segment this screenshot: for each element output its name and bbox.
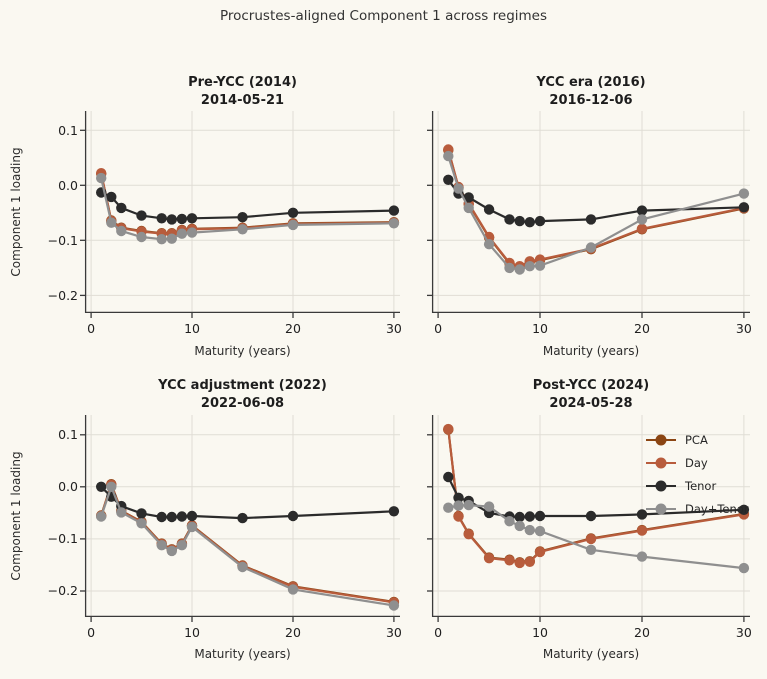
x-tick-label: 20 xyxy=(634,625,650,640)
legend-label: Day xyxy=(685,455,708,470)
legend-marker-day-tenor-icon xyxy=(646,503,676,514)
x-tick-label: 0 xyxy=(87,321,96,336)
legend-label: PCA xyxy=(685,432,708,447)
panel-title-post-ycc: Post-YCC (2024) 2024-05-28 xyxy=(432,377,750,413)
y-tick-label: 0.0 xyxy=(58,479,78,495)
x-tick-label: 30 xyxy=(385,625,402,640)
x-tick-label: 20 xyxy=(285,321,301,336)
y-axis-label-bottom: Component 1 loading xyxy=(9,451,23,581)
x-tick-label: 10 xyxy=(532,625,548,640)
panel-title-line2: 2024-05-28 xyxy=(549,396,633,411)
legend-item-tenor: Tenor xyxy=(644,474,749,497)
panel-title-line1: Post-YCC (2024) xyxy=(532,378,650,393)
x-axis-label: Maturity (years) xyxy=(542,647,640,661)
legend: PCA Day Tenor Day+Tenor xyxy=(644,428,749,520)
panel-title-line2: 2016-12-06 xyxy=(549,93,633,108)
y-tick-label: 0.1 xyxy=(58,122,78,138)
figure-title: Procrustes-aligned Component 1 across re… xyxy=(219,8,548,24)
plot-ycc-era xyxy=(427,111,750,318)
x-tick-label: 10 xyxy=(184,625,200,640)
y-tick-label: 0.0 xyxy=(58,177,78,193)
legend-marker-tenor-icon xyxy=(646,480,676,491)
legend-label: Tenor xyxy=(685,478,717,493)
x-tick-label: 30 xyxy=(735,625,752,640)
x-tick-label: 30 xyxy=(385,321,402,336)
plot-pre-ycc xyxy=(80,111,400,318)
legend-label: Day+Tenor xyxy=(685,501,749,516)
y-tick-label: −0.1 xyxy=(47,531,78,547)
legend-item-pca: PCA xyxy=(644,428,749,451)
plot-post-ycc xyxy=(427,415,750,622)
x-tick-label: 20 xyxy=(634,321,650,336)
panel-title-ycc-adjustment: YCC adjustment (2022) 2022-06-08 xyxy=(85,377,400,413)
legend-item-day-tenor: Day+Tenor xyxy=(644,497,749,520)
panel-title-line1: Pre-YCC (2014) xyxy=(188,75,297,90)
panel-title-line2: 2014-05-21 xyxy=(200,93,285,108)
y-axis-label-top: Component 1 loading xyxy=(9,147,23,277)
panel-title-line1: YCC era (2016) xyxy=(536,75,646,90)
x-tick-label: 20 xyxy=(285,625,301,640)
x-tick-label: 0 xyxy=(434,625,443,640)
panel-title-line2: 2022-06-08 xyxy=(200,396,285,411)
legend-marker-pca-icon xyxy=(646,434,676,445)
x-tick-label: 30 xyxy=(735,321,752,336)
x-tick-label: 10 xyxy=(532,321,548,336)
x-tick-label: 0 xyxy=(434,321,443,336)
y-tick-label: −0.2 xyxy=(47,583,78,599)
legend-item-day: Day xyxy=(644,451,749,474)
x-axis-label: Maturity (years) xyxy=(194,647,291,661)
y-tick-label: 0.1 xyxy=(58,427,78,443)
panel-title-ycc-era: YCC era (2016) 2016-12-06 xyxy=(432,74,750,110)
y-tick-label: −0.2 xyxy=(47,287,78,303)
x-tick-label: 10 xyxy=(184,321,200,336)
panel-title-pre-ycc: Pre-YCC (2014) 2014-05-21 xyxy=(85,74,400,110)
x-axis-label: Maturity (years) xyxy=(542,344,640,358)
panel-title-line1: YCC adjustment (2022) xyxy=(158,378,327,393)
legend-marker-day-icon xyxy=(646,457,676,468)
plot-ycc-adjustment xyxy=(80,415,400,622)
x-tick-label: 0 xyxy=(87,625,96,640)
y-tick-label: −0.1 xyxy=(47,232,78,248)
x-axis-label: Maturity (years) xyxy=(194,344,291,358)
